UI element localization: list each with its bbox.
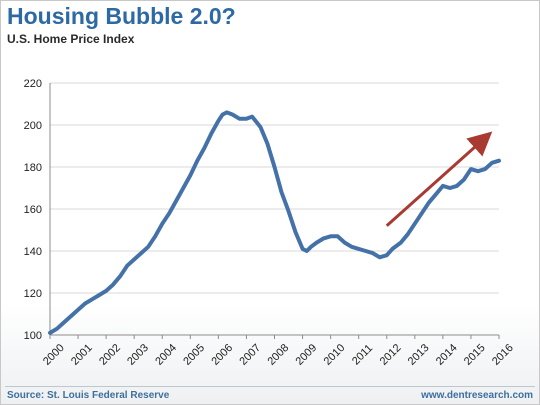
source-note: Source: St. Louis Federal Reserve — [7, 390, 170, 401]
x-tick-label: 2014 — [434, 342, 460, 368]
series-layer — [48, 110, 501, 335]
chart-subtitle: U.S. Home Price Index — [7, 32, 135, 46]
gridlines — [50, 82, 499, 294]
x-tick-label: 2006 — [209, 342, 235, 368]
x-tick-labels: 2000 2001 2002 2003 2004 2005 2006 2007 2008 2009… — [41, 342, 516, 368]
y-tick-label: 140 — [24, 246, 42, 258]
x-tick-label: 2007 — [237, 342, 263, 368]
y-tick-label: 200 — [24, 120, 42, 132]
axes — [49, 83, 500, 339]
y-tick-label: 220 — [24, 78, 42, 90]
x-tick-label: 2008 — [265, 342, 291, 368]
x-tick-label: 2005 — [181, 342, 207, 368]
footer-divider — [5, 386, 535, 387]
x-tick-label: 2011 — [350, 342, 375, 367]
y-tick-label: 120 — [24, 288, 42, 300]
chart-title: Housing Bubble 2.0? — [7, 3, 236, 29]
y-tick-label: 160 — [24, 204, 42, 216]
x-tick-label: 2016 — [490, 342, 516, 368]
y-tick-label: 100 — [24, 330, 42, 342]
x-tick-label: 2009 — [294, 342, 320, 368]
x-tick-label: 2004 — [153, 342, 179, 368]
x-tick-label: 2015 — [462, 342, 488, 368]
x-tick-label: 2001 — [69, 342, 95, 368]
x-tick-label: 2002 — [97, 342, 123, 368]
website-link[interactable]: www.dentresearch.com — [421, 390, 533, 401]
x-tick-label: 2012 — [378, 342, 404, 368]
x-tick-label: 2010 — [322, 342, 348, 368]
y-tick-label: 180 — [24, 162, 42, 174]
trend-arrow — [385, 131, 493, 227]
x-tick-label: 2013 — [406, 342, 432, 368]
annotations — [385, 131, 493, 227]
x-tick-label: 2003 — [125, 342, 151, 368]
series-line — [48, 110, 501, 335]
y-tick-labels: 100 120 140 160 180 200 220 — [24, 78, 42, 342]
x-tick-label: 2000 — [41, 342, 67, 368]
